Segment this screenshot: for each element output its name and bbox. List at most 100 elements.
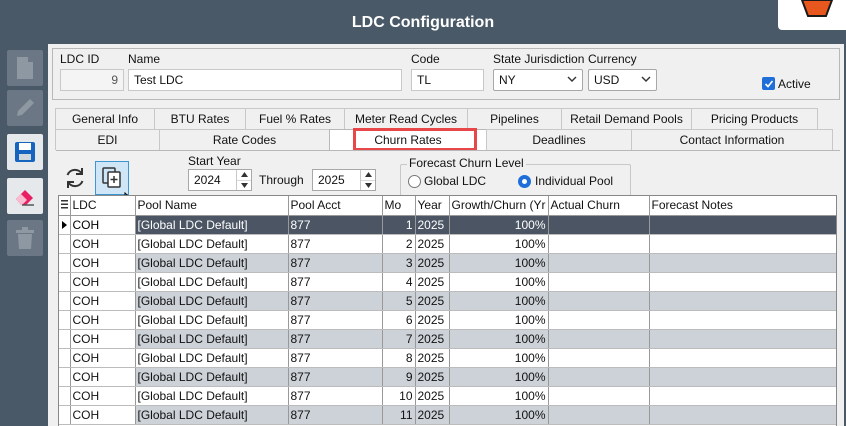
row-selector-header[interactable] bbox=[59, 196, 71, 216]
tab-contact-information[interactable]: Contact Information bbox=[631, 129, 833, 150]
code-input[interactable]: TL bbox=[411, 69, 484, 91]
table-cell[interactable]: 2025 bbox=[415, 386, 450, 406]
tab-deadlines[interactable]: Deadlines bbox=[486, 129, 632, 150]
table-cell[interactable] bbox=[649, 386, 836, 406]
table-cell[interactable]: 877 bbox=[288, 310, 383, 330]
table-cell[interactable]: 8 bbox=[382, 348, 416, 368]
spin-down-icon[interactable] bbox=[237, 181, 251, 191]
table-cell[interactable]: 2025 bbox=[415, 329, 450, 349]
spin-up-icon[interactable] bbox=[361, 170, 375, 181]
table-cell[interactable]: [Global LDC Default] bbox=[135, 329, 289, 349]
tab-btu-rates[interactable]: BTU Rates bbox=[154, 108, 246, 129]
row-selector[interactable] bbox=[59, 348, 71, 368]
table-cell[interactable]: 100% bbox=[449, 386, 549, 406]
table-cell[interactable]: 2025 bbox=[415, 253, 450, 273]
table-cell[interactable] bbox=[548, 386, 650, 406]
table-cell[interactable]: 100% bbox=[449, 329, 549, 349]
table-cell[interactable]: [Global LDC Default] bbox=[135, 234, 289, 254]
table-cell[interactable] bbox=[548, 272, 650, 292]
table-cell[interactable]: [Global LDC Default] bbox=[135, 215, 289, 235]
table-cell[interactable]: 1 bbox=[382, 215, 416, 235]
column-header-actual-churn[interactable]: Actual Churn bbox=[548, 196, 650, 216]
table-cell[interactable]: 2025 bbox=[415, 348, 450, 368]
table-cell[interactable]: 100% bbox=[449, 291, 549, 311]
table-cell[interactable]: 100% bbox=[449, 253, 549, 273]
radio-individual-pool[interactable] bbox=[518, 175, 531, 188]
erase-button[interactable] bbox=[7, 178, 43, 214]
table-cell[interactable] bbox=[548, 253, 650, 273]
table-cell[interactable] bbox=[548, 215, 650, 235]
table-cell[interactable]: 100% bbox=[449, 310, 549, 330]
table-cell[interactable]: 877 bbox=[288, 234, 383, 254]
table-row[interactable]: COH [Global LDC Default] 877 7 2025 100% bbox=[59, 329, 836, 349]
tab-pipelines[interactable]: Pipelines bbox=[467, 108, 562, 129]
row-selector[interactable] bbox=[59, 405, 71, 425]
table-cell[interactable]: 877 bbox=[288, 367, 383, 387]
table-cell[interactable] bbox=[548, 291, 650, 311]
table-row[interactable]: COH [Global LDC Default] 877 8 2025 100% bbox=[59, 348, 836, 368]
table-cell[interactable]: COH bbox=[70, 253, 136, 273]
table-cell[interactable]: COH bbox=[70, 405, 136, 425]
table-cell[interactable]: 877 bbox=[288, 386, 383, 406]
table-cell[interactable]: 877 bbox=[288, 291, 383, 311]
table-cell[interactable] bbox=[548, 234, 650, 254]
table-cell[interactable]: 6 bbox=[382, 310, 416, 330]
row-selector[interactable] bbox=[59, 310, 71, 330]
radio-global-ldc[interactable] bbox=[408, 175, 421, 188]
table-cell[interactable]: 2025 bbox=[415, 272, 450, 292]
table-cell[interactable]: 877 bbox=[288, 215, 383, 235]
table-cell[interactable]: 3 bbox=[382, 253, 416, 273]
table-cell[interactable] bbox=[548, 310, 650, 330]
through-year-spinner[interactable]: 2025 bbox=[312, 169, 376, 191]
table-row[interactable]: COH [Global LDC Default] 877 1 2025 100% bbox=[59, 215, 836, 235]
table-cell[interactable]: [Global LDC Default] bbox=[135, 310, 289, 330]
table-cell[interactable]: COH bbox=[70, 367, 136, 387]
delete-button[interactable] bbox=[7, 220, 43, 256]
table-cell[interactable] bbox=[649, 253, 836, 273]
row-selector[interactable] bbox=[59, 253, 71, 273]
table-cell[interactable] bbox=[649, 367, 836, 387]
table-cell[interactable]: COH bbox=[70, 386, 136, 406]
table-cell[interactable]: COH bbox=[70, 329, 136, 349]
tab-edi[interactable]: EDI bbox=[55, 129, 160, 150]
table-cell[interactable]: 100% bbox=[449, 215, 549, 235]
table-row[interactable]: COH [Global LDC Default] 877 5 2025 100% bbox=[59, 291, 836, 311]
table-cell[interactable] bbox=[649, 329, 836, 349]
table-row[interactable]: COH [Global LDC Default] 877 10 2025 100% bbox=[59, 386, 836, 406]
state-select[interactable]: NY bbox=[493, 69, 583, 91]
column-header-mo[interactable]: Mo bbox=[382, 196, 416, 216]
table-cell[interactable]: 4 bbox=[382, 272, 416, 292]
name-input[interactable]: Test LDC bbox=[128, 69, 402, 91]
table-cell[interactable]: [Global LDC Default] bbox=[135, 291, 289, 311]
table-cell[interactable]: 2025 bbox=[415, 405, 450, 425]
row-selector[interactable] bbox=[59, 329, 71, 349]
tab-meter-read-cycles[interactable]: Meter Read Cycles bbox=[344, 108, 468, 129]
table-cell[interactable] bbox=[649, 348, 836, 368]
table-cell[interactable] bbox=[548, 329, 650, 349]
table-cell[interactable]: 2025 bbox=[415, 215, 450, 235]
refresh-button[interactable] bbox=[58, 161, 92, 195]
table-cell[interactable]: 2025 bbox=[415, 310, 450, 330]
table-cell[interactable]: 877 bbox=[288, 253, 383, 273]
table-row[interactable]: COH [Global LDC Default] 877 2 2025 100% bbox=[59, 234, 836, 254]
table-cell[interactable]: 2025 bbox=[415, 367, 450, 387]
copy-add-button[interactable] bbox=[95, 161, 129, 195]
table-cell[interactable]: 9 bbox=[382, 367, 416, 387]
table-cell[interactable]: COH bbox=[70, 310, 136, 330]
table-row[interactable]: COH [Global LDC Default] 877 6 2025 100% bbox=[59, 310, 836, 330]
column-header-growth-churn[interactable]: Growth/Churn (Yr bbox=[449, 196, 549, 216]
table-cell[interactable]: 100% bbox=[449, 405, 549, 425]
table-cell[interactable] bbox=[649, 215, 836, 235]
save-button[interactable] bbox=[7, 134, 43, 170]
table-cell[interactable]: 100% bbox=[449, 272, 549, 292]
tab-retail-demand-pools[interactable]: Retail Demand Pools bbox=[561, 108, 692, 129]
active-checkbox[interactable] bbox=[762, 77, 775, 90]
table-cell[interactable]: COH bbox=[70, 272, 136, 292]
column-header-pool-acct[interactable]: Pool Acct bbox=[288, 196, 383, 216]
table-cell[interactable]: COH bbox=[70, 348, 136, 368]
table-cell[interactable]: 2025 bbox=[415, 234, 450, 254]
row-selector[interactable] bbox=[59, 234, 71, 254]
table-cell[interactable]: 5 bbox=[382, 291, 416, 311]
table-cell[interactable]: 877 bbox=[288, 405, 383, 425]
row-selector[interactable] bbox=[59, 272, 71, 292]
